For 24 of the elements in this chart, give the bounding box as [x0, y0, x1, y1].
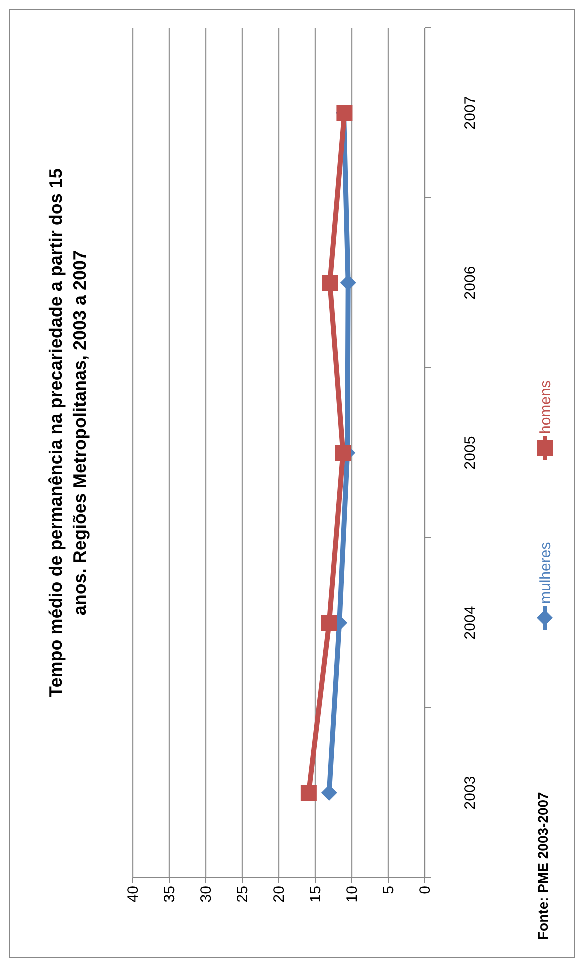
x-tick-label: 25 [234, 886, 252, 903]
x-tick-label: 40 [125, 886, 142, 903]
y-tick-label: 2007 [462, 96, 479, 130]
text: homens [537, 380, 554, 434]
x-tick-label: 15 [308, 886, 324, 903]
x-tick-label: 10 [344, 886, 361, 903]
y-tick-label: 2005 [462, 436, 479, 470]
point [300, 785, 317, 801]
text: mulheres [537, 542, 554, 604]
text: Tempo médio de permanência na precariedade a partir dos 15 anos. Regiões Metropolitanas, 2003 a 2007 [46, 168, 90, 698]
y-tick-label: 2003 [462, 776, 479, 810]
point [335, 445, 352, 461]
point [321, 785, 338, 801]
x-tick-label: 5 [380, 886, 398, 894]
x-tick-label: 0 [417, 886, 434, 894]
x-tick-label: 35 [162, 886, 178, 903]
x-tick-label: 20 [271, 886, 288, 903]
y-tick-label: 2006 [462, 266, 479, 300]
source-note: Fonte: PME 2003-2007 [535, 792, 551, 940]
y-tick-label: 2004 [462, 606, 479, 640]
point [321, 615, 338, 631]
point [340, 275, 356, 291]
x-tick-label: 30 [198, 886, 215, 903]
point [322, 275, 338, 291]
